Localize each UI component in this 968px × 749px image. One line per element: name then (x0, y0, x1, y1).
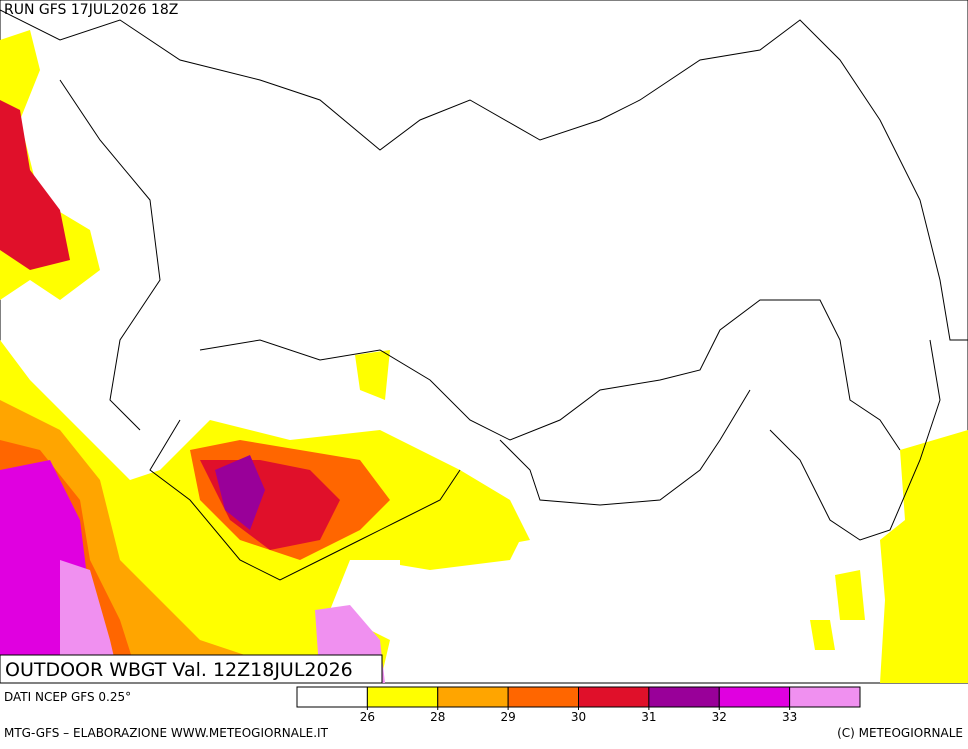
source-label: DATI NCEP GFS 0.25° (4, 690, 131, 704)
map-title: OUTDOOR WBGT Val. 12Z18JUL2026 (5, 659, 353, 681)
borders (0, 9, 968, 581)
heat-area (880, 430, 968, 683)
title-box (0, 654, 383, 684)
legend-swatch (789, 686, 861, 708)
legend-swatch (718, 686, 791, 708)
heat-area (215, 455, 265, 530)
heat-area (400, 530, 520, 570)
legend-swatch (578, 686, 650, 708)
footer-left: MTG-GFS – ELABORAZIONE WWW.METEOGIORNALE… (4, 726, 329, 740)
legend-tick-label: 30 (571, 710, 586, 724)
legend-tick-label: 26 (360, 710, 375, 724)
border (499, 389, 751, 506)
legend-tick-label: 31 (641, 710, 656, 724)
legend-tick-label: 28 (430, 710, 445, 724)
heat-fields (0, 30, 968, 683)
legend-tick-label: 32 (712, 710, 727, 724)
border (149, 419, 461, 581)
border (199, 299, 901, 451)
run-label: RUN GFS 17JUL2026 18Z (4, 2, 178, 18)
legend-swatch (648, 686, 720, 708)
legend-swatch (366, 686, 439, 708)
heat-area (0, 100, 70, 270)
heat-area (355, 350, 865, 650)
heat-area (60, 560, 120, 683)
coastline (0, 9, 968, 341)
legend-tick-label: 33 (782, 710, 797, 724)
footer-right: (C) METEOGIORNALE (837, 726, 963, 740)
legend-swatch (437, 686, 509, 708)
legend-tick-label: 29 (500, 710, 515, 724)
legend-swatch (507, 686, 579, 708)
legend: 26 28 29 30 31 32 33 (296, 686, 861, 724)
legend-swatch (296, 686, 368, 708)
border (59, 79, 161, 431)
coastline (769, 339, 941, 541)
